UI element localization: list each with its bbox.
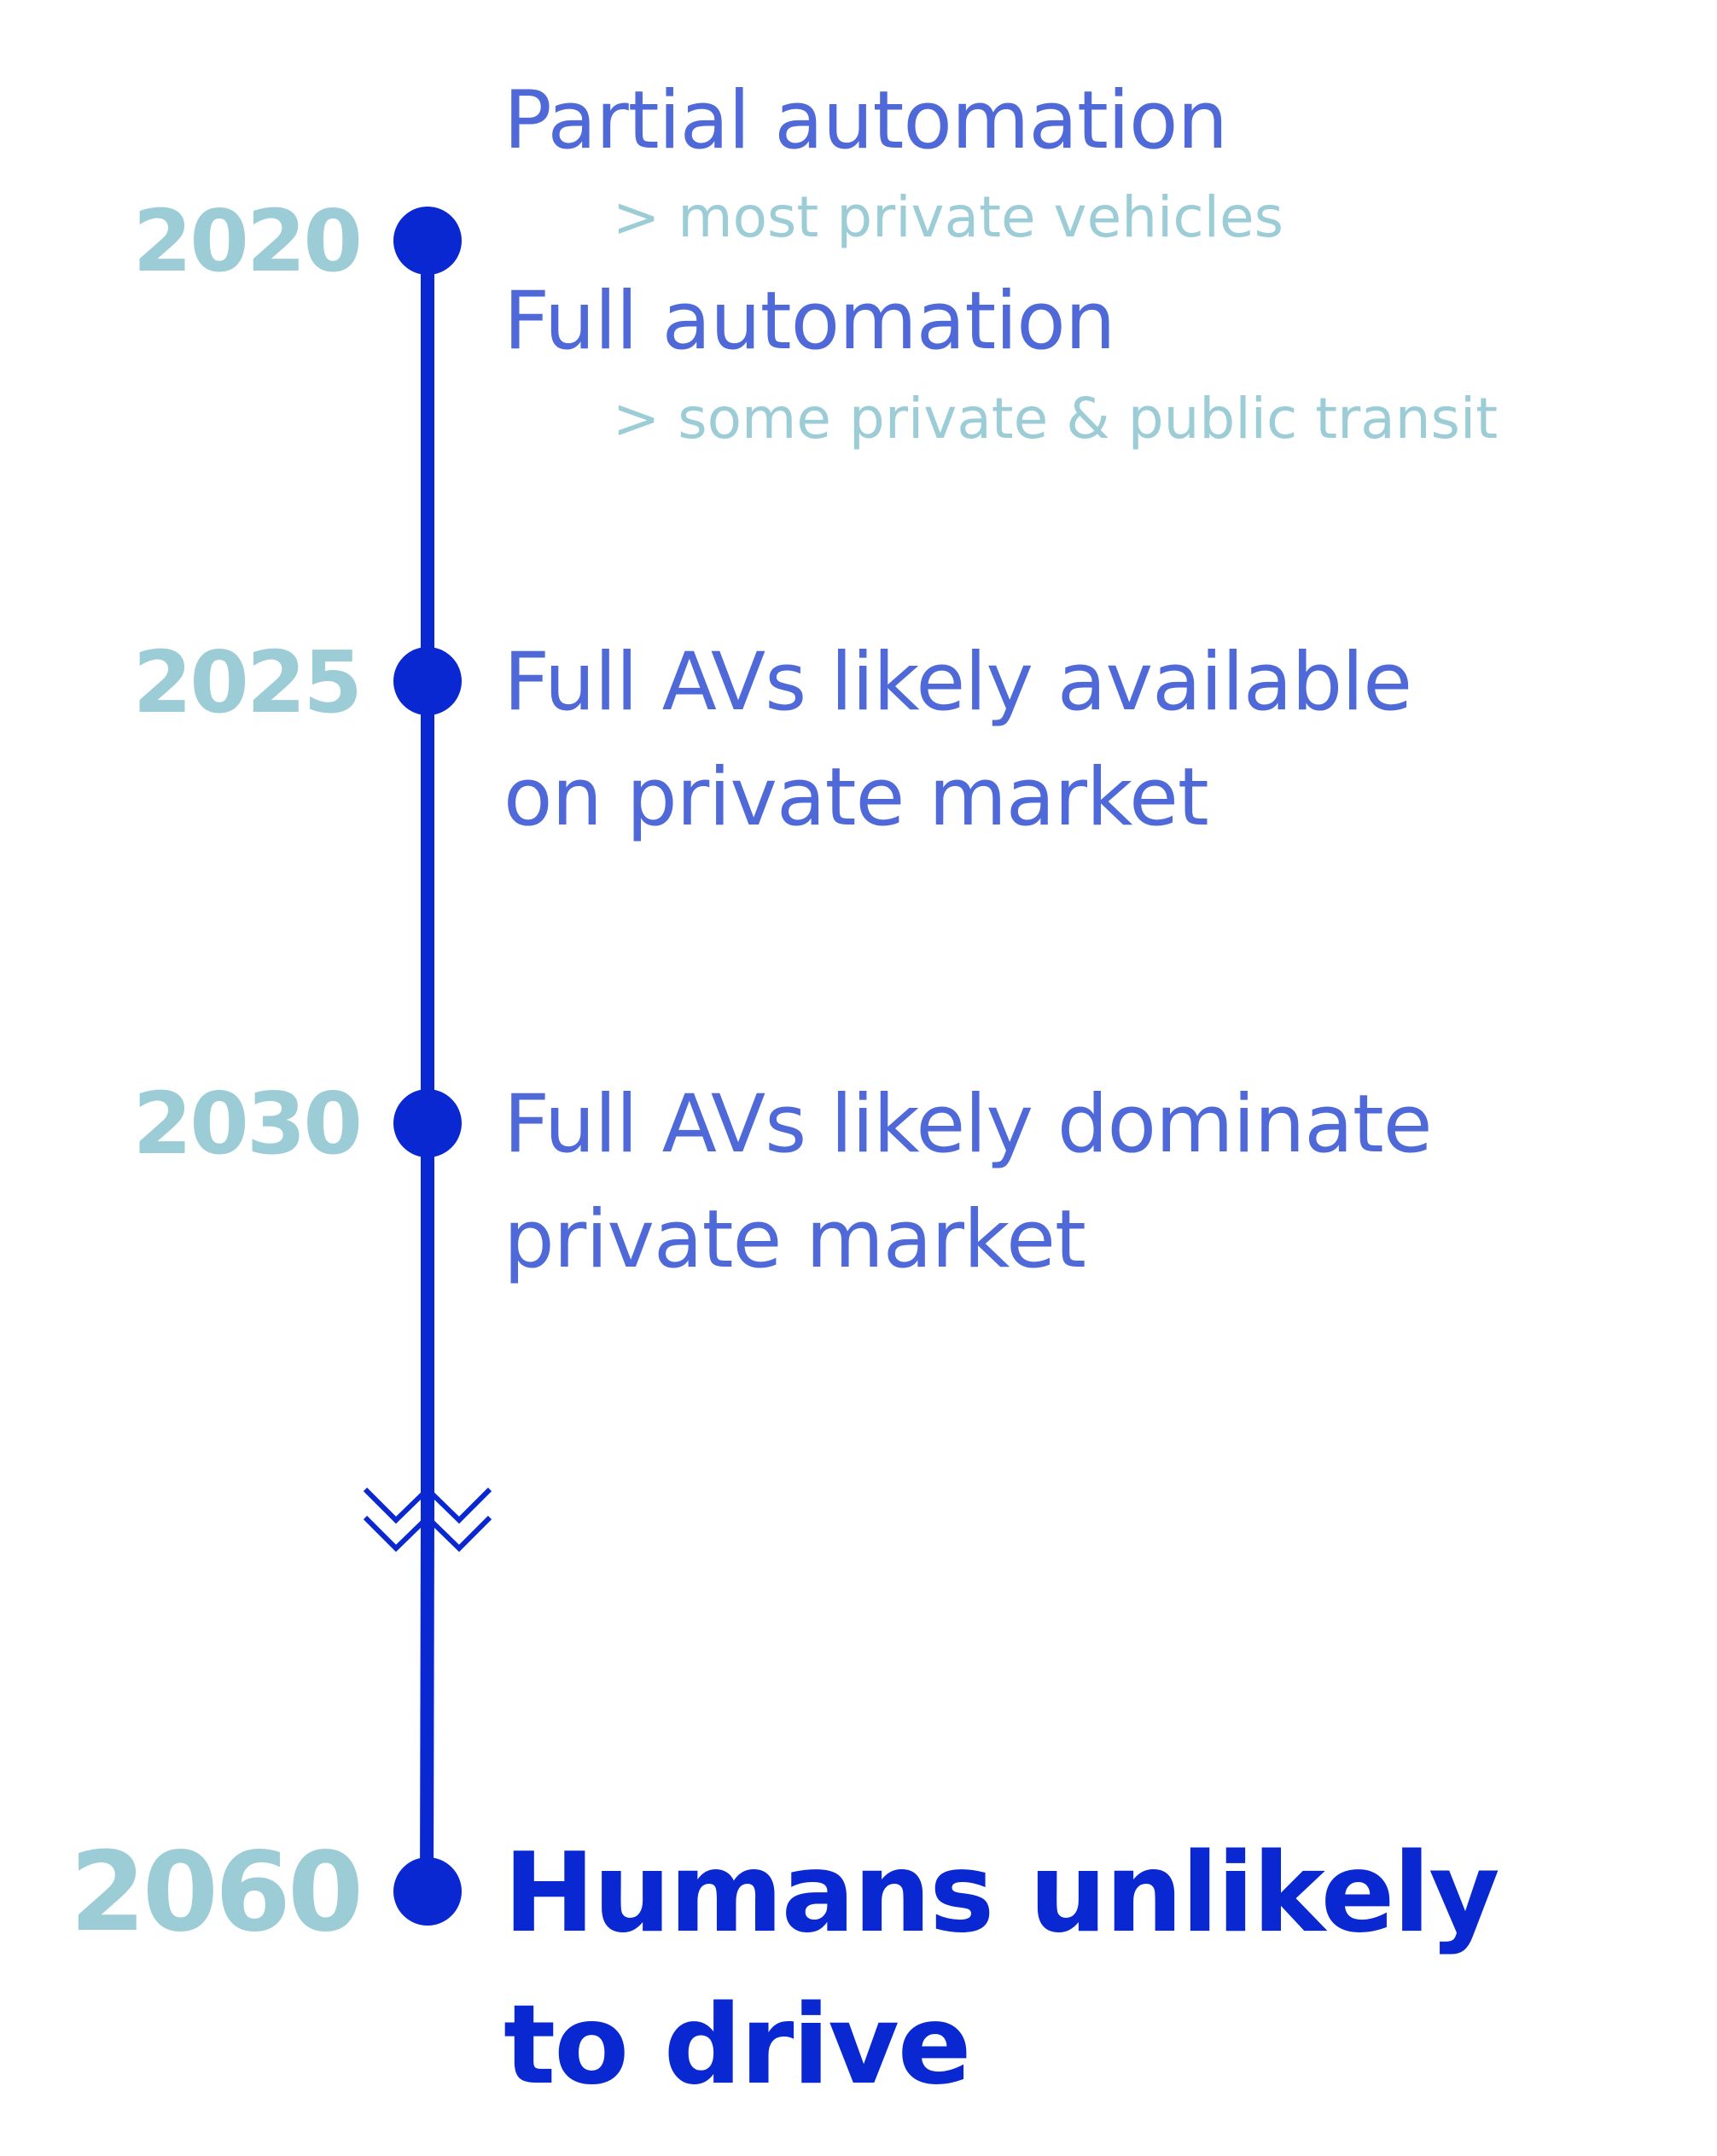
timeline-line-lower — [420, 1508, 434, 1898]
event-text-2060: Humans unlikely to drive — [503, 1818, 1500, 2122]
event-detail-partial-automation: > most private vehicles — [613, 184, 1283, 250]
event-title-full-automation: Full automation — [503, 275, 1115, 368]
event-text-2030: Full AVs likely dominate private market — [503, 1067, 1433, 1297]
event-line: Full AVs likely available — [503, 636, 1412, 729]
year-label-2030: 2030 — [132, 1074, 363, 1174]
year-label-2060: 2060 — [69, 1829, 364, 1956]
event-detail-full-automation: > some private & public transit — [613, 386, 1499, 452]
timeline-dot-2020 — [393, 207, 462, 275]
event-title-partial-automation: Partial automation — [503, 74, 1228, 167]
event-line: Full AVs likely dominate — [503, 1078, 1433, 1171]
timeline-dot-2060 — [393, 1857, 462, 1926]
event-line: Humans unlikely — [503, 1830, 1500, 1957]
chevron-break-icon — [363, 1485, 492, 1553]
event-line: private market — [503, 1193, 1086, 1286]
year-label-2025: 2025 — [132, 632, 363, 732]
timeline-dot-2030 — [393, 1089, 462, 1157]
timeline-dot-2025 — [393, 647, 462, 715]
year-label-2020: 2020 — [132, 191, 363, 291]
event-text-2025: Full AVs likely available on private mar… — [503, 625, 1412, 855]
event-line: to drive — [503, 1982, 972, 2109]
event-line: on private market — [503, 751, 1209, 844]
